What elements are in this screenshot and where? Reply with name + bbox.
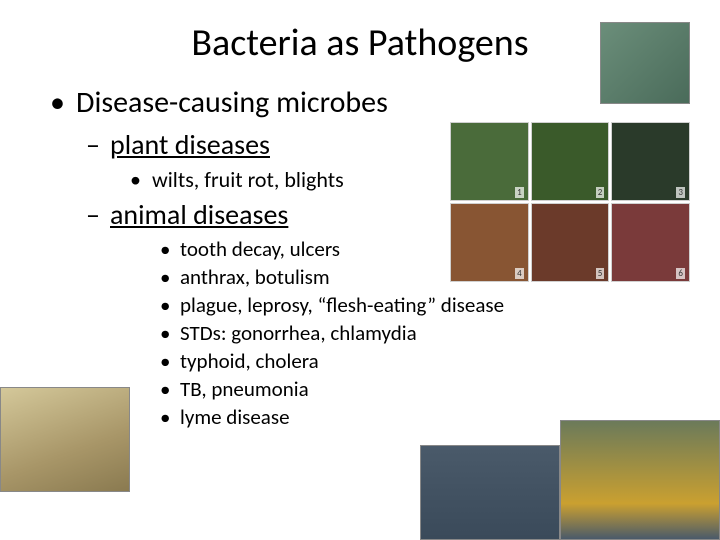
image-sem-bacteria [0,387,130,492]
image-people-boat [420,445,560,540]
bullet-level4: lyme disease [160,404,690,430]
bullet-level4: TB, pneumonia [160,376,690,402]
image-people-water [560,420,720,540]
bullet-level4: typhoid, cholera [160,348,690,374]
bullet-level1: Disease-causing microbes [50,84,690,121]
page-title: Bacteria as Pathogens [30,20,690,66]
image-bacteria-micrograph [600,22,690,104]
bullet-level4: anthrax, botulism [160,264,690,290]
bullet-level2-animal: animal diseases [86,197,690,232]
bullet-level4: STDs: gonorrhea, chlamydia [160,320,690,346]
bullet-level3-wilts: wilts, fruit rot, blights [130,166,690,193]
text: animal diseases [110,197,288,232]
bullet-level2-plant: plant diseases [86,127,690,162]
slide: Bacteria as Pathogens Disease-causing mi… [0,0,720,540]
text: plant diseases [110,127,270,162]
bullet-list: Disease-causing microbes plant diseases … [30,84,690,430]
bullet-level4: tooth decay, ulcers [160,236,690,262]
bullet-level4: plague, leprosy, “flesh-eating” disease [160,292,690,318]
